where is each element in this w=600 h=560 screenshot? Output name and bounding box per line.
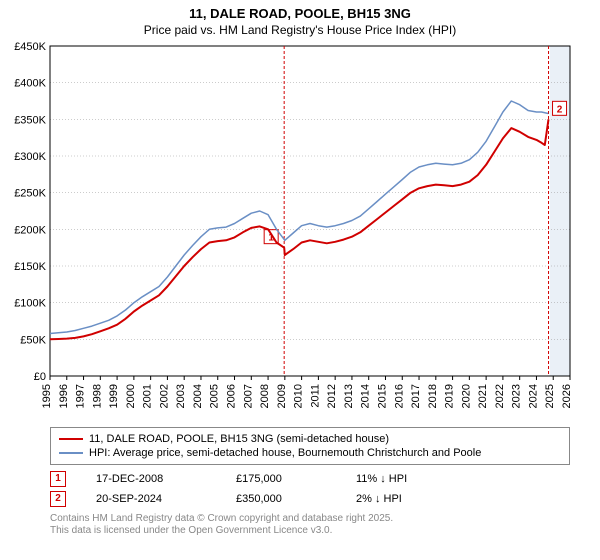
svg-text:2026: 2026 [561, 384, 573, 408]
svg-text:£300K: £300K [14, 151, 46, 163]
chart-svg: £0 £50K £100K £150K £200K £250K £300K £350K £400… [0, 41, 600, 421]
svg-text:2010: 2010 [293, 384, 305, 408]
legend-swatch [59, 438, 83, 440]
legend-item: 11, DALE ROAD, POOLE, BH15 3NG (semi-det… [59, 432, 561, 446]
svg-text:2017: 2017 [410, 384, 422, 408]
svg-text:£50K: £50K [20, 334, 46, 346]
marker-number-icon: 1 [50, 471, 66, 487]
svg-text:£250K: £250K [14, 188, 46, 200]
svg-text:2003: 2003 [175, 384, 187, 408]
marker-date: 17-DEC-2008 [96, 473, 206, 485]
svg-text:2006: 2006 [226, 384, 238, 408]
svg-text:2007: 2007 [242, 384, 254, 408]
svg-text:£100K: £100K [14, 298, 46, 310]
svg-text:2000: 2000 [125, 384, 137, 408]
marker-row: 2 20-SEP-2024 £350,000 2% ↓ HPI [50, 489, 570, 509]
credits-line: Contains HM Land Registry data © Crown c… [50, 513, 570, 526]
marker-price: £350,000 [236, 493, 326, 505]
legend-swatch [59, 452, 83, 454]
svg-text:2012: 2012 [326, 384, 338, 408]
svg-text:£200K: £200K [14, 224, 46, 236]
svg-text:2018: 2018 [427, 384, 439, 408]
legend-label: 11, DALE ROAD, POOLE, BH15 3NG (semi-det… [89, 433, 389, 445]
svg-text:2022: 2022 [494, 384, 506, 408]
svg-text:2023: 2023 [511, 384, 523, 408]
credits-line: This data is licensed under the Open Gov… [50, 525, 570, 538]
svg-text:£350K: £350K [14, 114, 46, 126]
svg-text:2024: 2024 [527, 384, 539, 408]
svg-text:2025: 2025 [544, 384, 556, 408]
svg-text:2002: 2002 [158, 384, 170, 408]
marker-number-icon: 2 [50, 491, 66, 507]
svg-text:2004: 2004 [192, 384, 204, 408]
svg-text:£150K: £150K [14, 261, 46, 273]
svg-text:1999: 1999 [108, 384, 120, 408]
svg-text:2: 2 [557, 104, 563, 115]
chart-title-line2: Price paid vs. HM Land Registry's House … [0, 23, 600, 41]
chart-area: £0 £50K £100K £150K £200K £250K £300K £350K £400… [0, 41, 600, 421]
svg-text:2008: 2008 [259, 384, 271, 408]
svg-text:1997: 1997 [75, 384, 87, 408]
legend: 11, DALE ROAD, POOLE, BH15 3NG (semi-det… [50, 427, 570, 465]
svg-text:2001: 2001 [142, 384, 154, 408]
svg-text:2015: 2015 [376, 384, 388, 408]
svg-text:2019: 2019 [444, 384, 456, 408]
legend-label: HPI: Average price, semi-detached house,… [89, 447, 481, 459]
svg-text:2013: 2013 [343, 384, 355, 408]
svg-text:£0: £0 [34, 371, 46, 383]
svg-text:2021: 2021 [477, 384, 489, 408]
svg-text:2016: 2016 [393, 384, 405, 408]
credits: Contains HM Land Registry data © Crown c… [50, 513, 570, 538]
svg-text:2020: 2020 [460, 384, 472, 408]
marker-date: 20-SEP-2024 [96, 493, 206, 505]
marker-row: 1 17-DEC-2008 £175,000 11% ↓ HPI [50, 469, 570, 489]
svg-text:1996: 1996 [58, 384, 70, 408]
marker-hpi: 11% ↓ HPI [356, 473, 446, 485]
legend-item: HPI: Average price, semi-detached house,… [59, 446, 561, 460]
svg-text:£450K: £450K [14, 41, 46, 53]
svg-text:1998: 1998 [91, 384, 103, 408]
marker-hpi: 2% ↓ HPI [356, 493, 446, 505]
svg-text:2005: 2005 [209, 384, 221, 408]
chart-title-line1: 11, DALE ROAD, POOLE, BH15 3NG [0, 0, 600, 23]
svg-text:£400K: £400K [14, 78, 46, 90]
marker-price: £175,000 [236, 473, 326, 485]
svg-text:2011: 2011 [309, 384, 321, 408]
svg-text:2014: 2014 [360, 384, 372, 408]
svg-text:1995: 1995 [41, 384, 53, 408]
marker-table: 1 17-DEC-2008 £175,000 11% ↓ HPI 2 20-SE… [50, 469, 570, 509]
svg-text:2009: 2009 [276, 384, 288, 408]
